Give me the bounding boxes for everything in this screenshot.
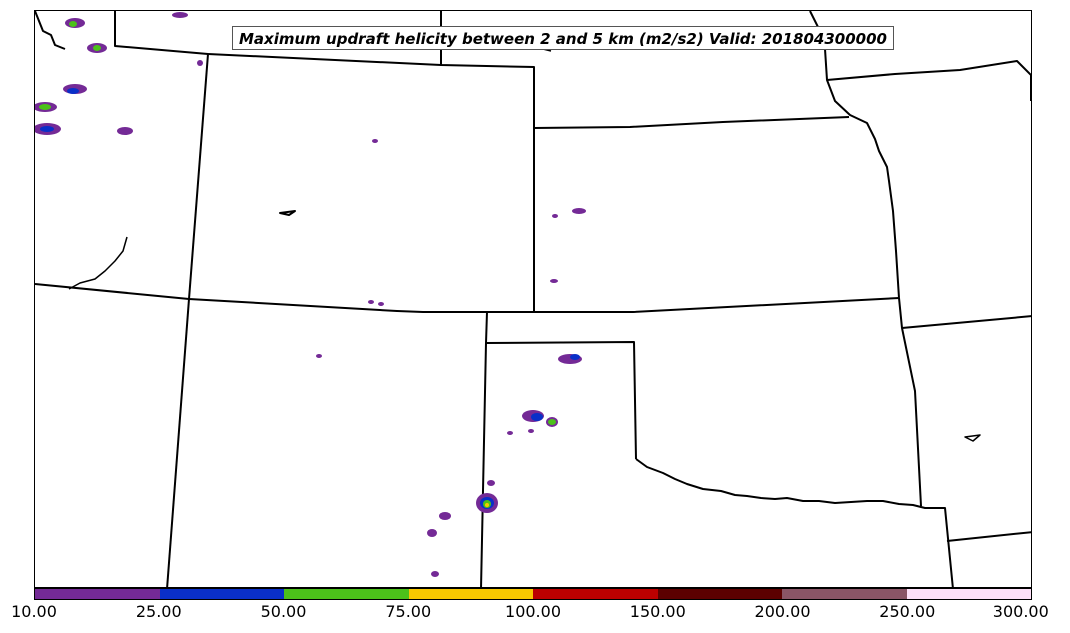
helicity-contours: [35, 12, 586, 577]
helicity-cell: [40, 126, 54, 132]
helicity-cell: [93, 45, 101, 51]
colorbar-tick-label: 50.00: [260, 602, 307, 621]
state-border-arkansas: [946, 531, 1031, 542]
river-missouri: [809, 11, 900, 299]
state-border-iowa: [826, 60, 1031, 81]
colorbar-segment: [782, 589, 907, 599]
map-title: Maximum updraft helicity between 2 and 5…: [232, 26, 894, 50]
helicity-cell: [528, 429, 534, 433]
lake-dec-c: [964, 434, 981, 442]
colorbar-segment: [284, 589, 409, 599]
state-border-panhandle: [485, 341, 637, 460]
helicity-cell: [378, 302, 384, 306]
helicity-cell: [427, 529, 437, 537]
state-border-utah-colorado: [188, 53, 209, 300]
map-frame: Maximum updraft helicity between 2 and 5…: [34, 10, 1032, 588]
helicity-cell: [507, 431, 513, 435]
colorbar-tick-label: 250.00: [879, 602, 936, 621]
helicity-cell: [487, 480, 495, 486]
helicity-cell: [197, 60, 203, 66]
state-border-missouri: [901, 315, 1031, 329]
colorbar-tick-label: 75.00: [385, 602, 432, 621]
helicity-cell: [117, 127, 133, 135]
map-canvas: [35, 11, 1031, 587]
helicity-cell: [368, 300, 374, 304]
state-border-kansas-oklahoma-east: [898, 297, 922, 507]
colorbar-segment: [657, 589, 782, 599]
colorbar: [34, 588, 1032, 600]
state-border-arizona-newmexico: [166, 298, 190, 587]
colorbar-tick-label: 25.00: [135, 602, 182, 621]
helicity-cell: [485, 503, 489, 507]
colorbar-tick-label: 100.00: [505, 602, 561, 621]
state-border-wyoming-colorado: [207, 53, 535, 312]
helicity-cell: [316, 354, 322, 358]
helicity-cell: [550, 279, 558, 283]
colorbar-tick-label: 200.00: [754, 602, 811, 621]
helicity-cell: [372, 139, 378, 143]
helicity-cell: [69, 21, 77, 27]
colorbar-tick-label: 300.00: [992, 602, 1049, 621]
helicity-cell: [39, 104, 51, 110]
colorbar-segment: [159, 589, 284, 599]
helicity-cell: [570, 354, 580, 360]
colorbar-tick-label: 10.00: [11, 602, 57, 621]
state-border-utah-wyoming-top: [114, 11, 209, 55]
lake-dec-a: [279, 210, 296, 216]
colorbar-tick-label: 150.00: [629, 602, 686, 621]
helicity-cell: [67, 88, 79, 94]
colorbar-tick-labels: 10.00 25.00 50.00 75.00 100.00 150.00 200.00 25…: [11, 602, 1049, 626]
helicity-cell: [431, 571, 439, 577]
colorbar-segment: [533, 589, 658, 599]
state-border-nevada-arizona: [35, 283, 900, 313]
river-utah: [68, 236, 128, 290]
helicity-cell: [439, 512, 451, 520]
state-border-newmexico-texas-west: [480, 311, 488, 587]
state-border-red-river: [635, 458, 954, 587]
state-border-nebraska-kansas: [533, 116, 850, 129]
colorbar-segment: [408, 589, 533, 599]
colorbar-segment: [35, 589, 160, 599]
helicity-cell: [531, 413, 543, 421]
colorbar-segment: [906, 589, 1031, 599]
helicity-cell: [548, 419, 556, 425]
helicity-cell: [572, 208, 586, 214]
helicity-cell: [552, 214, 558, 218]
great-salt-lake: [35, 11, 66, 50]
helicity-cell: [172, 12, 188, 18]
